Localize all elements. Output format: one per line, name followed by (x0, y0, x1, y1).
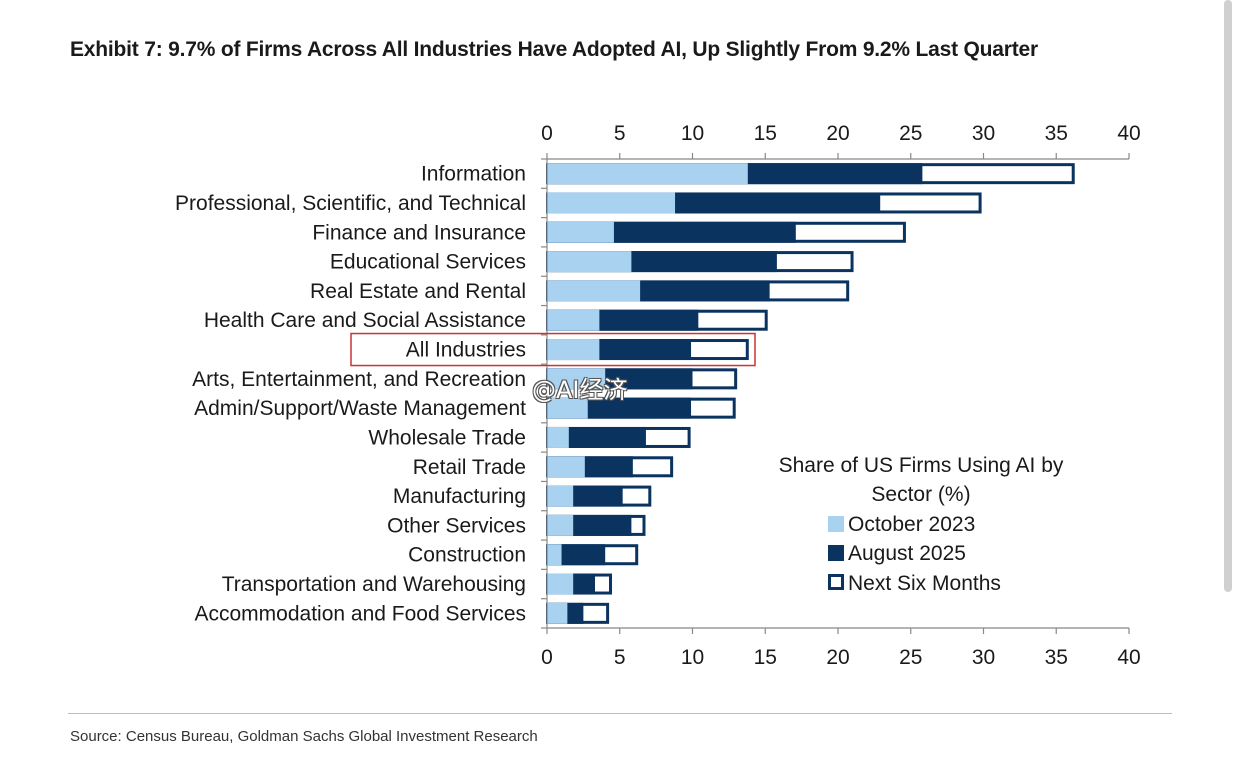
legend-title-line-1: Share of US Firms Using AI by (779, 454, 1064, 477)
legend: Share of US Firms Using AI by Sector (%)… (779, 454, 1064, 595)
bottom-tick-label: 10 (681, 646, 704, 669)
bar-october-2023-manufacturing (547, 485, 574, 507)
category-label-transportation-and-warehousing: Transportation and Warehousing (222, 573, 526, 596)
category-label-wholesale-trade: Wholesale Trade (368, 426, 526, 449)
source-divider (68, 713, 1172, 714)
highlight-box-all-industries (350, 332, 756, 367)
bottom-tick-label: 15 (754, 646, 777, 669)
top-tick-label: 0 (541, 122, 553, 145)
bar-october-2023-construction (547, 544, 562, 566)
bottom-tick-label: 30 (972, 646, 995, 669)
legend-label-august-2025: August 2025 (848, 542, 966, 565)
category-label-accommodation-and-food-services: Accommodation and Food Services (195, 602, 527, 625)
category-label-finance-and-insurance: Finance and Insurance (312, 221, 526, 244)
bar-october-2023-admin-support-waste-management (547, 397, 588, 419)
bottom-tick-label: 25 (899, 646, 922, 669)
category-label-admin-support-waste-management: Admin/Support/Waste Management (194, 397, 526, 420)
legend-title-line-2: Sector (%) (871, 483, 970, 506)
bars (546, 163, 1075, 624)
top-tick-label: 40 (1117, 122, 1140, 145)
bar-october-2023-other-services (547, 514, 574, 536)
category-label-health-care-and-social-assistance: Health Care and Social Assistance (204, 309, 526, 332)
top-tick-label: 30 (972, 122, 995, 145)
bar-august-2025-wholesale-trade (547, 426, 646, 448)
category-label-construction: Construction (408, 544, 526, 567)
legend-label-october-2023: October 2023 (848, 513, 975, 536)
bottom-tick-label: 35 (1045, 646, 1068, 669)
top-tick-label: 15 (754, 122, 777, 145)
top-tick-label: 5 (614, 122, 626, 145)
bar-october-2023-educational-services (547, 251, 632, 273)
top-tick-label: 20 (826, 122, 849, 145)
category-label-retail-trade: Retail Trade (413, 456, 526, 479)
category-labels: Information Professional, Scientific, and… (175, 158, 547, 629)
bottom-tick-label: 0 (541, 646, 553, 669)
source-note: Source: Census Bureau, Goldman Sachs Glo… (70, 728, 538, 745)
bar-october-2023-retail-trade (547, 456, 585, 478)
top-tick-label: 10 (681, 122, 704, 145)
category-label-arts-entertainment-and-recreation: Arts, Entertainment, and Recreation (192, 368, 526, 391)
scrollbar[interactable] (1224, 0, 1232, 592)
bar-october-2023-health-care-and-social-assistance (547, 309, 600, 331)
top-axis-ticks: 0 5 10 15 20 25 30 35 40 (541, 122, 1141, 159)
bar-october-2023-accommodation-and-food-services (547, 602, 568, 624)
category-label-other-services: Other Services (387, 514, 526, 537)
category-label-manufacturing: Manufacturing (393, 485, 526, 508)
category-label-real-estate-and-rental: Real Estate and Rental (310, 280, 526, 303)
bottom-axis-ticks: 0 5 10 15 20 25 30 35 40 (541, 628, 1141, 669)
bar-october-2023-professional-scientific-and-technical (547, 192, 676, 214)
bar-october-2023-real-estate-and-rental (547, 280, 641, 302)
bar-october-2023-wholesale-trade (547, 426, 569, 448)
top-tick-label: 35 (1045, 122, 1068, 145)
bar-october-2023-arts-entertainment-and-recreation (547, 368, 606, 390)
legend-swatch-next-six-months (828, 574, 844, 590)
legend-swatch-october-2023 (828, 516, 844, 532)
legend-label-next-six-months: Next Six Months (848, 572, 1001, 595)
top-tick-label: 25 (899, 122, 922, 145)
bar-october-2023-information (547, 163, 748, 185)
bar-october-2023-finance-and-insurance (547, 221, 614, 243)
legend-swatch-august-2025 (828, 545, 844, 561)
category-label-information: Information (421, 163, 526, 186)
category-label-all-industries: All Industries (406, 339, 526, 362)
category-label-educational-services: Educational Services (330, 251, 526, 274)
bar-october-2023-all-industries (547, 339, 600, 361)
bottom-tick-label: 20 (826, 646, 849, 669)
bar-october-2023-transportation-and-warehousing (547, 573, 574, 595)
watermark: @AI经济 (532, 376, 628, 404)
page-title: Exhibit 7: 9.7% of Firms Across All Indu… (70, 38, 1038, 61)
bottom-tick-label: 40 (1117, 646, 1140, 669)
category-label-professional-scientific-and-technical: Professional, Scientific, and Technical (175, 192, 526, 215)
bottom-tick-label: 5 (614, 646, 626, 669)
